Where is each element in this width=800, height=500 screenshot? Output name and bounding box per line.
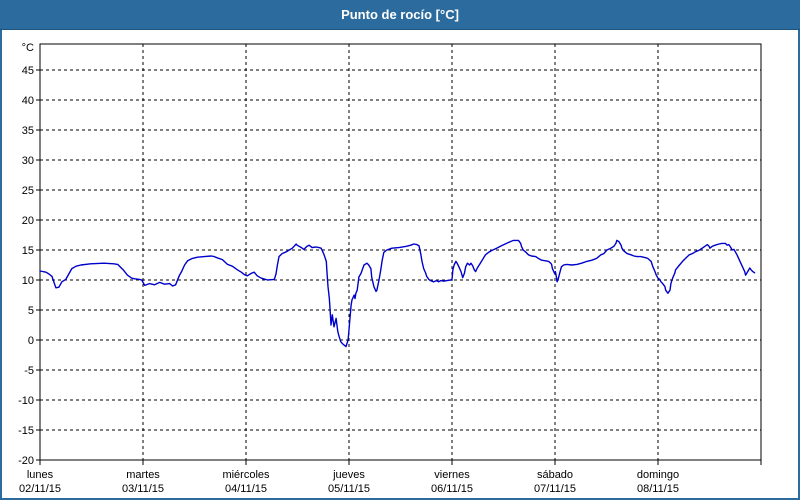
y-tick-label: 5: [28, 305, 34, 317]
y-tick-label: 10: [22, 275, 34, 287]
x-day-label: miércoles: [222, 469, 270, 481]
x-day-label: viernes: [434, 469, 470, 481]
chart-title: Punto de rocío [°C]: [341, 7, 459, 22]
title-bar: Punto de rocío [°C]: [0, 0, 800, 30]
y-tick-label: 45: [22, 65, 34, 77]
x-date-label: 07/11/15: [534, 483, 576, 495]
x-day-label: lunes: [27, 469, 54, 481]
x-date-label: 06/11/15: [431, 483, 473, 495]
x-day-label: sábado: [537, 469, 573, 481]
x-day-label: martes: [126, 469, 160, 481]
y-tick-label: 15: [22, 245, 34, 257]
y-tick-label: 40: [22, 95, 34, 107]
y-axis-unit-label: °C: [22, 42, 34, 54]
y-tick-label: 25: [22, 185, 34, 197]
y-tick-label: -10: [18, 395, 34, 407]
x-date-label: 08/11/15: [637, 483, 679, 495]
x-date-label: 02/11/15: [19, 483, 61, 495]
y-tick-label: 20: [22, 215, 34, 227]
x-day-label: jueves: [332, 469, 365, 481]
dew-point-line: [39, 239, 756, 348]
y-tick-label: 35: [22, 125, 34, 137]
plot-background: [2, 30, 798, 498]
y-tick-label: 30: [22, 155, 34, 167]
y-tick-label: 0: [28, 335, 34, 347]
x-date-label: 04/11/15: [225, 483, 267, 495]
plot-border: [39, 43, 762, 461]
x-date-label: 03/11/15: [122, 483, 164, 495]
y-tick-label: -5: [24, 365, 34, 377]
y-tick-label: -20: [18, 455, 34, 467]
x-date-label: 05/11/15: [328, 483, 370, 495]
y-tick-label: -15: [18, 425, 34, 437]
x-day-label: domingo: [637, 469, 679, 481]
